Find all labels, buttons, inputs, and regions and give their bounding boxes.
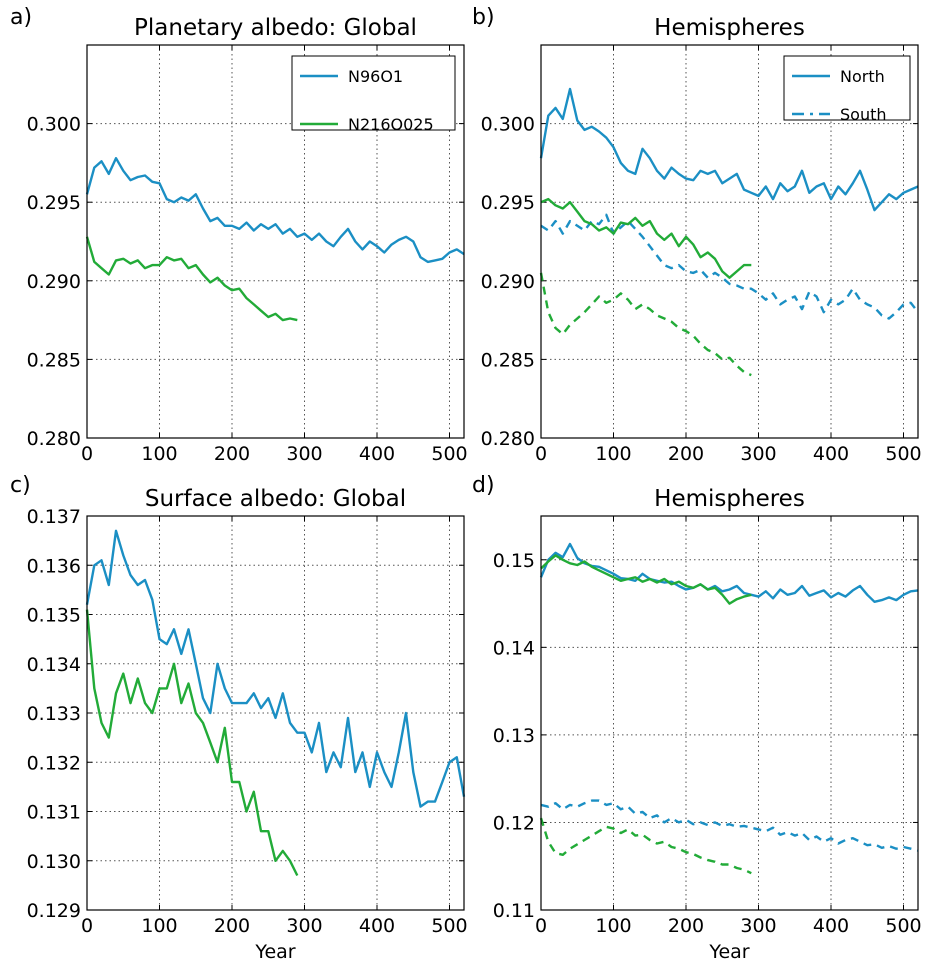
series-line-n216o025-n216 [85,236,298,322]
y-tick-label: 0.11 [493,900,535,922]
series-line-north-n216 [540,554,752,605]
y-tick-label: 0.280 [481,428,535,450]
chart-title: Planetary albedo: Global [134,15,417,41]
x-tick-label: 400 [813,443,849,465]
y-tick-label: 0.15 [493,550,535,572]
x-tick-label: 400 [813,915,849,937]
series-line-south-n96 [540,799,919,852]
x-tick-label: 500 [431,443,467,465]
series-line-south-n96 [540,213,919,320]
y-tick-label: 0.132 [27,752,81,774]
y-tick-label: 0.290 [27,271,81,293]
legend-box [291,55,456,131]
legend-label: North [840,67,885,86]
series-line-south-n216 [539,817,752,875]
x-tick-label: 300 [286,915,322,937]
panel-a: 0 100 200 300 400 500 0.280 0.285 0.290 0.295 0.30… [10,5,468,465]
chart-title: Hemispheres [654,486,805,512]
series-line-n216o025-n216 [85,609,299,877]
panel-d: 0 100 200 300 400 500 0.11 0.12 0.13 0.14 0.15 Hemi… [472,473,922,963]
y-tick-label: 0.290 [481,271,535,293]
x-tick-label: 500 [885,915,921,937]
x-tick-label: 200 [668,443,704,465]
plot-frame [86,44,465,439]
y-tick-label: 0.300 [481,114,535,136]
x-tick-label: 100 [595,443,631,465]
y-tick-label: 0.295 [481,192,535,214]
legend: N96O1 N216O025 [291,55,456,134]
y-tick-label: 0.131 [27,802,81,824]
series-line-south-n216 [539,272,752,377]
y-tick-label: 0.137 [27,506,81,528]
x-tick-label: 200 [668,915,704,937]
x-tick-label: 0 [535,915,547,937]
x-tick-label: 100 [141,443,177,465]
x-tick-label: 100 [595,915,631,937]
legend-label: N216O025 [348,115,434,134]
y-tick-label: 0.136 [27,555,81,577]
x-tick-label: 0 [535,443,547,465]
x-tick-label: 500 [431,915,467,937]
plot-frame [86,515,465,911]
y-tick-label: 0.133 [27,703,81,725]
y-tick-label: 0.134 [27,654,81,676]
series-line-n96o1-n96 [85,156,465,264]
y-tick-label: 0.295 [27,192,81,214]
panel-label: a) [10,5,32,30]
series-line-north-n96 [539,87,919,212]
x-tick-label: 0 [81,915,93,937]
y-tick-label: 0.135 [27,605,81,627]
x-tick-label: 400 [359,915,395,937]
x-tick-label: 400 [359,443,395,465]
legend: North South [783,55,911,124]
y-tick-label: 0.285 [27,349,81,371]
legend-label: South [840,105,887,124]
y-tick-label: 0.280 [27,428,81,450]
chart-title: Surface albedo: Global [145,486,406,512]
panel-c: 0 100 200 300 400 500 0.129 0.130 0.131 0.132 0.13… [10,473,468,963]
x-tick-label: 100 [141,915,177,937]
y-tick-label: 0.14 [493,637,535,659]
plot-frame [540,515,919,911]
series-line-north-n96 [539,542,919,603]
x-tick-label: 300 [286,443,322,465]
series-line-north-n216 [540,197,752,279]
x-axis-label: Year [708,941,749,963]
x-tick-label: 200 [214,443,250,465]
x-tick-label: 200 [214,915,250,937]
panel-b: 0 100 200 300 400 500 0.280 0.285 0.290 0.295 0.30… [472,5,922,465]
x-tick-label: 0 [81,443,93,465]
y-tick-label: 0.13 [493,725,535,747]
legend-label: N96O1 [348,67,403,86]
panel-label: c) [10,473,31,498]
x-tick-label: 300 [740,915,776,937]
y-tick-label: 0.129 [27,900,81,922]
y-tick-label: 0.285 [481,349,535,371]
plot-frame [540,44,919,439]
panel-label: d) [472,473,495,498]
x-tick-label: 500 [885,443,921,465]
series-line-n96o1-n96 [85,529,466,808]
x-axis-label: Year [254,941,295,963]
y-tick-label: 0.130 [27,851,81,873]
y-tick-label: 0.12 [493,812,535,834]
legend-box [783,55,911,121]
y-tick-label: 0.300 [27,114,81,136]
chart-title: Hemispheres [654,15,805,41]
x-tick-label: 300 [740,443,776,465]
panel-label: b) [472,5,495,30]
